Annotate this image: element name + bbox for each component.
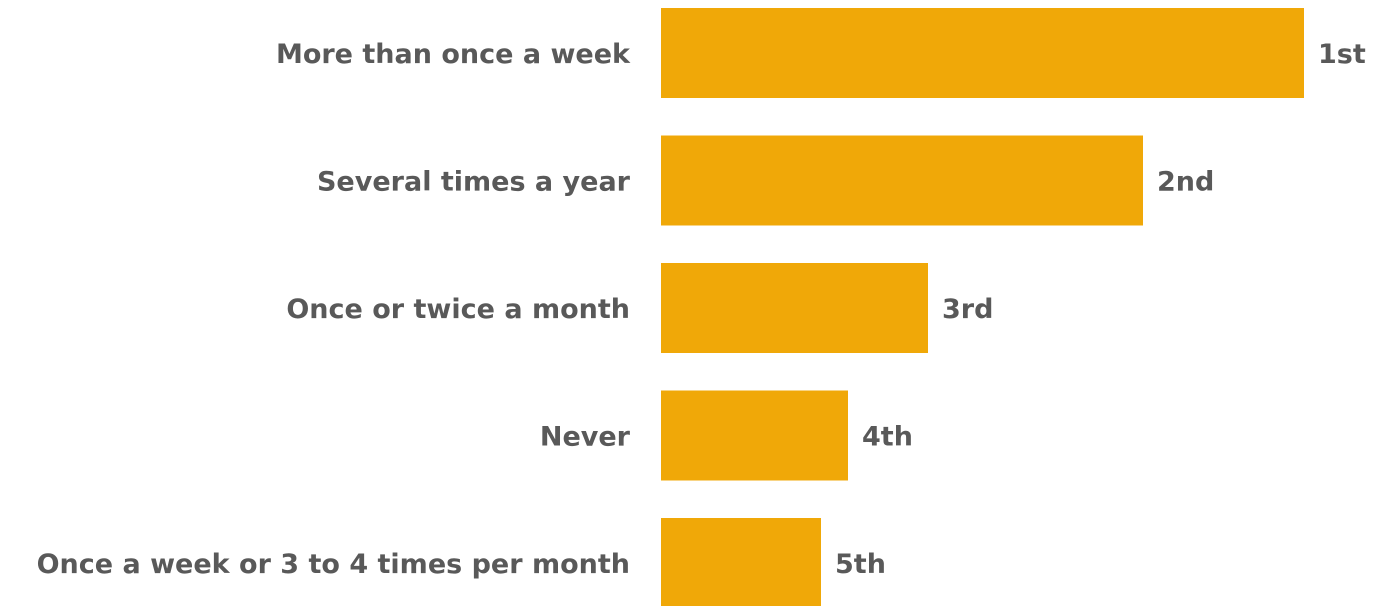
bar-1 [661,8,1304,98]
data-label-3: 3rd [942,294,993,325]
bar-4 [661,390,848,481]
category-label-1: More than once a week [276,39,631,70]
category-labels: More than once a week Several times a yea… [37,39,631,580]
category-label-4: Never [540,422,631,453]
bars-layer [661,8,1304,606]
data-labels: 1st 2nd 3rd 4th 5th [835,39,1366,580]
category-label-3: Once or twice a month [286,294,630,325]
bar-5 [661,518,821,606]
category-label-2: Several times a year [317,167,631,198]
category-label-5: Once a week or 3 to 4 times per month [37,549,630,580]
data-label-2: 2nd [1157,167,1214,198]
bar-3 [661,263,928,353]
data-label-4: 4th [862,422,913,453]
data-label-1: 1st [1318,39,1366,70]
data-label-5: 5th [835,549,886,580]
bar-2 [661,135,1143,226]
